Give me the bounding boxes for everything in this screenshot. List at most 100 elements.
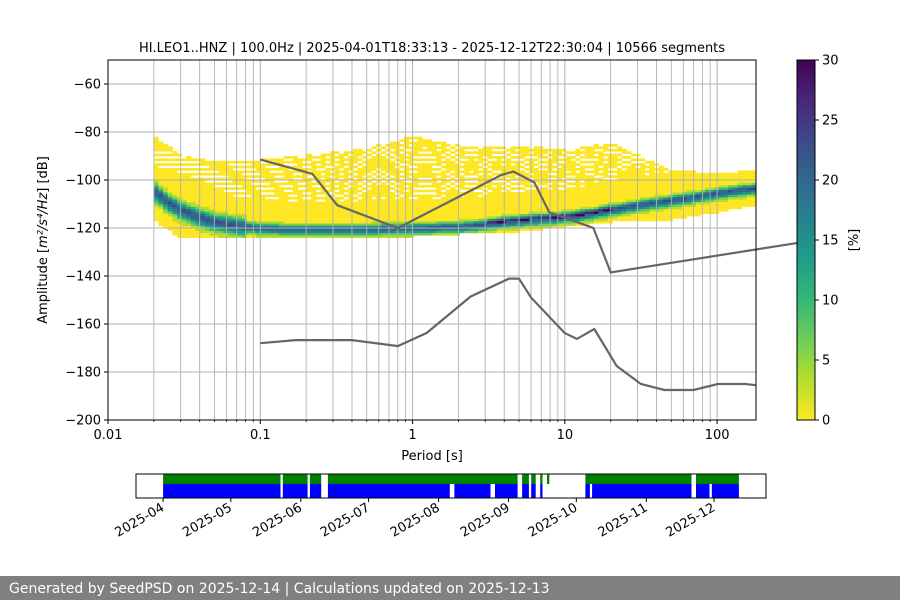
heatmap-cell (478, 208, 484, 212)
heatmap-cell (728, 175, 734, 178)
heatmap-cell (408, 146, 414, 150)
heatmap-cell (640, 182, 646, 186)
heatmap-cell (635, 180, 641, 183)
heatmap-cell (283, 228, 289, 231)
heatmap-cell (329, 160, 335, 164)
heatmap-cell (473, 192, 479, 195)
heatmap-cell (325, 196, 331, 200)
heatmap-cell (524, 163, 530, 166)
heatmap-cell (612, 184, 618, 188)
heatmap-cell (329, 218, 335, 222)
heatmap-cell (441, 218, 447, 222)
heatmap-cell (218, 218, 224, 222)
heatmap-cell (413, 211, 419, 214)
heatmap-cell (315, 160, 321, 164)
heatmap-cell (473, 199, 479, 202)
heatmap-cell (468, 146, 474, 150)
heatmap-cell (366, 228, 372, 231)
heatmap-cell (223, 206, 229, 210)
heatmap-cell (695, 199, 701, 202)
heatmap-cell (246, 165, 252, 169)
heatmap-cell (357, 223, 363, 226)
heatmap-cell (390, 213, 396, 217)
heatmap-cell (431, 201, 437, 205)
heatmap-cell (561, 189, 567, 193)
heatmap-cell (529, 168, 535, 171)
heatmap-cell (292, 232, 298, 236)
heatmap-cell (366, 184, 372, 188)
heatmap-cell (644, 216, 650, 219)
heatmap-cell (390, 220, 396, 224)
heatmap-cell (686, 184, 692, 188)
heatmap-cell (311, 216, 317, 219)
heatmap-cell (403, 170, 409, 174)
heatmap-cell (186, 208, 192, 212)
psd-segment (282, 484, 308, 498)
heatmap-cell (640, 196, 646, 200)
heatmap-cell (385, 153, 391, 157)
heatmap-cell (584, 170, 590, 174)
heatmap-cell (529, 192, 535, 195)
heatmap-cell (339, 218, 345, 222)
heatmap-cell (362, 170, 368, 174)
heatmap-cell (667, 182, 674, 186)
heatmap-cell (732, 180, 738, 183)
heatmap-cell (603, 220, 609, 224)
heatmap-cell (505, 168, 511, 171)
heatmap-cell (635, 192, 641, 195)
heatmap-cell (241, 177, 247, 181)
heatmap-cell (501, 175, 507, 178)
heatmap-cell (686, 182, 692, 186)
heatmap-cell (269, 184, 275, 188)
heatmap-cell (695, 194, 701, 198)
heatmap-cell (190, 172, 196, 176)
heatmap-cell (487, 153, 493, 157)
heatmap-cell (362, 160, 368, 164)
heatmap-cell (200, 206, 206, 210)
heatmap-cell (260, 225, 266, 229)
heatmap-cell (542, 182, 548, 186)
heatmap-cell (227, 235, 233, 238)
heatmap-cell (510, 199, 516, 202)
heatmap-cell (603, 189, 609, 193)
heatmap-cell (390, 192, 396, 195)
heatmap-cell (473, 230, 479, 234)
heatmap-cell (593, 182, 599, 186)
heatmap-cell (454, 175, 460, 178)
heatmap-cell (501, 160, 507, 164)
heatmap-cell (315, 172, 321, 176)
heatmap-cell (204, 192, 210, 195)
heatmap-cell (269, 235, 275, 238)
heatmap-cell (723, 175, 729, 178)
heatmap-cell (510, 220, 516, 224)
heatmap-cell (232, 165, 238, 169)
heatmap-cell (478, 196, 484, 200)
heatmap-cell (325, 177, 331, 181)
heatmap-cell (204, 163, 210, 166)
heatmap-cell (195, 194, 201, 198)
heatmap-cell (315, 182, 321, 186)
heatmap-cell (329, 163, 335, 166)
heatmap-cell (491, 151, 498, 154)
heatmap-cell (214, 213, 220, 217)
heatmap-cell (617, 170, 623, 174)
heatmap-cell (232, 187, 238, 190)
heatmap-cell (556, 206, 562, 210)
heatmap-cell (640, 208, 646, 212)
heatmap-cell (302, 232, 308, 236)
heatmap-cell (464, 228, 470, 231)
heatmap-cell (246, 235, 252, 238)
heatmap-cell (339, 158, 345, 162)
heatmap-cell (348, 213, 354, 217)
heatmap-cell (278, 172, 284, 176)
heatmap-cell (200, 216, 206, 219)
heatmap-cell (681, 184, 687, 188)
heatmap-cell (320, 232, 326, 236)
heatmap-cell (672, 182, 678, 186)
heatmap-cell (658, 187, 664, 190)
heatmap-cell (505, 213, 511, 217)
heatmap-cell (320, 163, 326, 166)
heatmap-cell (237, 216, 243, 219)
heatmap-cell (496, 208, 502, 212)
heatmap-cell (519, 196, 525, 200)
